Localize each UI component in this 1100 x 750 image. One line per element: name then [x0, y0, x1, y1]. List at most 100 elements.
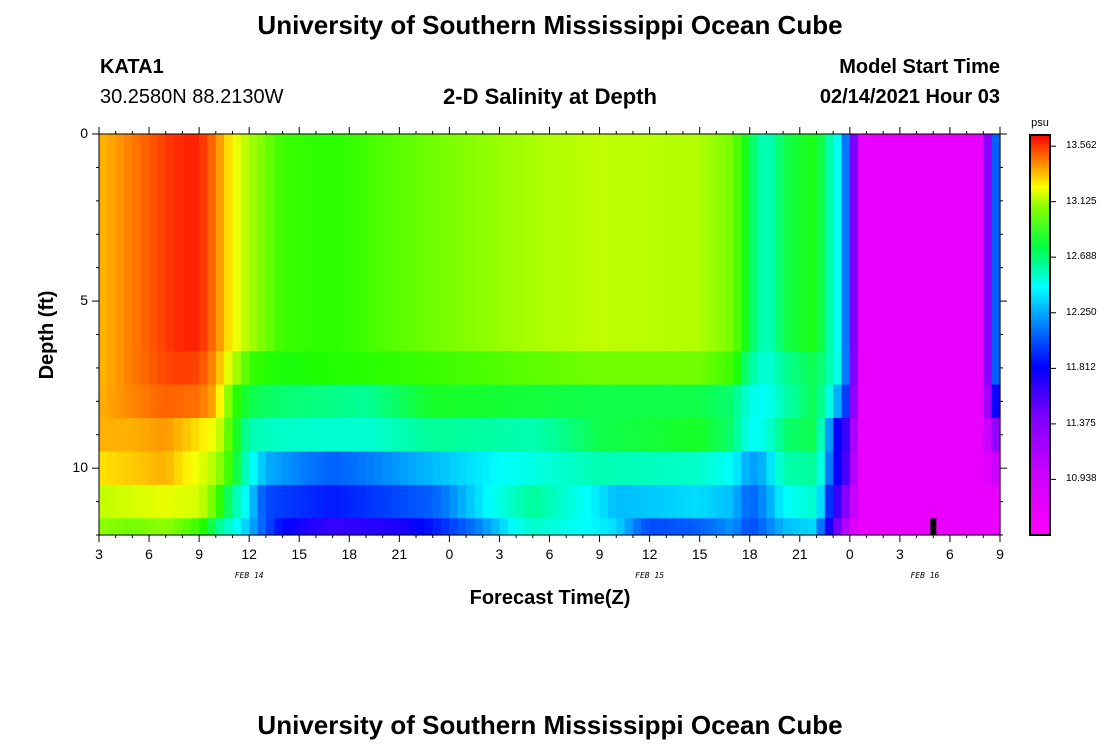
heatmap-cell [649, 134, 659, 352]
station-id: KATA1 [100, 56, 164, 78]
heatmap-cell [774, 384, 784, 419]
heatmap-cell [983, 351, 993, 386]
heatmap-cell [307, 134, 317, 352]
heatmap-cell [232, 134, 242, 352]
heatmap-cell [924, 418, 934, 453]
heatmap-cell [299, 484, 309, 519]
heatmap-cell [382, 484, 392, 519]
heatmap-cell [983, 134, 993, 352]
heatmap-cell [733, 384, 742, 419]
heatmap-cell [541, 384, 551, 419]
heatmap-cell [107, 451, 117, 486]
heatmap-cell [582, 451, 592, 486]
heatmap-cell [858, 484, 868, 519]
heatmap-cell [207, 451, 217, 486]
heatmap-cell [516, 484, 526, 519]
heatmap-cell [549, 418, 559, 453]
heatmap-cell [983, 451, 993, 486]
heatmap-cell [941, 451, 951, 486]
heatmap-cell [607, 484, 617, 519]
x-tick-label: 9 [195, 546, 203, 562]
heatmap-cell [566, 351, 576, 386]
heatmap-cell [874, 451, 884, 486]
heatmap-cell [290, 134, 300, 352]
heatmap-cell [783, 451, 793, 486]
heatmap-cell [974, 384, 984, 419]
heatmap-cell [482, 518, 492, 536]
heatmap-cell [949, 484, 959, 519]
heatmap-cell [165, 484, 175, 519]
heatmap-cell [466, 451, 476, 486]
heatmap-cell [708, 384, 717, 419]
heatmap-cell [390, 418, 400, 453]
heatmap-cell [766, 418, 776, 453]
heatmap-cell [799, 134, 809, 352]
heatmap-cell [716, 384, 726, 419]
heatmap-cell [249, 418, 259, 453]
heatmap-cell [132, 351, 142, 386]
heatmap-cell [733, 418, 742, 453]
heatmap-cell [591, 351, 601, 386]
heatmap-cell [190, 451, 200, 486]
heatmap-cell [207, 351, 217, 386]
heatmap-cell [165, 134, 175, 352]
heatmap-cell [324, 518, 334, 536]
heatmap-cell [657, 418, 667, 453]
heatmap-cell [924, 451, 934, 486]
heatmap-cell [691, 134, 701, 352]
date-label: FEB 16 [910, 571, 940, 580]
heatmap-cell [749, 451, 759, 486]
heatmap-cell [299, 134, 309, 352]
heatmap-cell [783, 134, 793, 352]
heatmap-cell [741, 418, 751, 453]
heatmap-cell [616, 351, 626, 386]
heatmap-cell [941, 484, 951, 519]
heatmap-cell [924, 384, 934, 419]
heatmap-cell [124, 351, 133, 386]
heatmap-cell [908, 518, 918, 536]
heatmap-cell [157, 351, 167, 386]
x-tick-label: 9 [595, 546, 604, 562]
heatmap-cell [299, 351, 309, 386]
heatmap-cell [416, 384, 425, 419]
heatmap-cell [449, 134, 459, 352]
heatmap-cell [441, 384, 450, 419]
heatmap-cell [340, 351, 350, 386]
heatmap-cell [574, 418, 584, 453]
y-axis-label: Depth (ft) [36, 291, 58, 380]
heatmap-cell [157, 134, 167, 352]
heatmap-cell [824, 384, 834, 419]
x-tick-label: 0 [845, 546, 854, 562]
heatmap-cell [516, 351, 526, 386]
heatmap-cell [599, 484, 609, 519]
heatmap-cell [165, 451, 175, 486]
heatmap-cell [399, 518, 409, 536]
heatmap-cell [424, 451, 434, 486]
colorbar [1029, 134, 1051, 536]
heatmap-cell [566, 484, 576, 519]
colorbar-label: 13.125 [1066, 195, 1097, 207]
heatmap-cell [983, 484, 993, 519]
heatmap-cell [549, 451, 559, 486]
heatmap-cell [416, 484, 425, 519]
heatmap-cell [140, 484, 150, 519]
heatmap-cell [307, 451, 317, 486]
heatmap-cell [574, 351, 584, 386]
heatmap-cell [274, 384, 284, 419]
heatmap-cell [365, 418, 375, 453]
heatmap-cell [457, 451, 467, 486]
heatmap-cell [549, 518, 559, 536]
heatmap-cell [165, 351, 175, 386]
heatmap-cell [382, 384, 392, 419]
heatmap-cell [883, 134, 893, 352]
heatmap-cell [724, 484, 734, 519]
heatmap-cell [749, 418, 759, 453]
heatmap-cell [157, 384, 167, 419]
heatmap-cell [382, 418, 392, 453]
heatmap-cell [249, 351, 259, 386]
heatmap-cell [407, 484, 417, 519]
footer-title: University of Southern Mississippi Ocean… [257, 710, 843, 740]
heatmap-cell [716, 418, 726, 453]
chart-subtitle: 2-D Salinity at Depth [443, 84, 657, 109]
heatmap-cell [908, 418, 918, 453]
